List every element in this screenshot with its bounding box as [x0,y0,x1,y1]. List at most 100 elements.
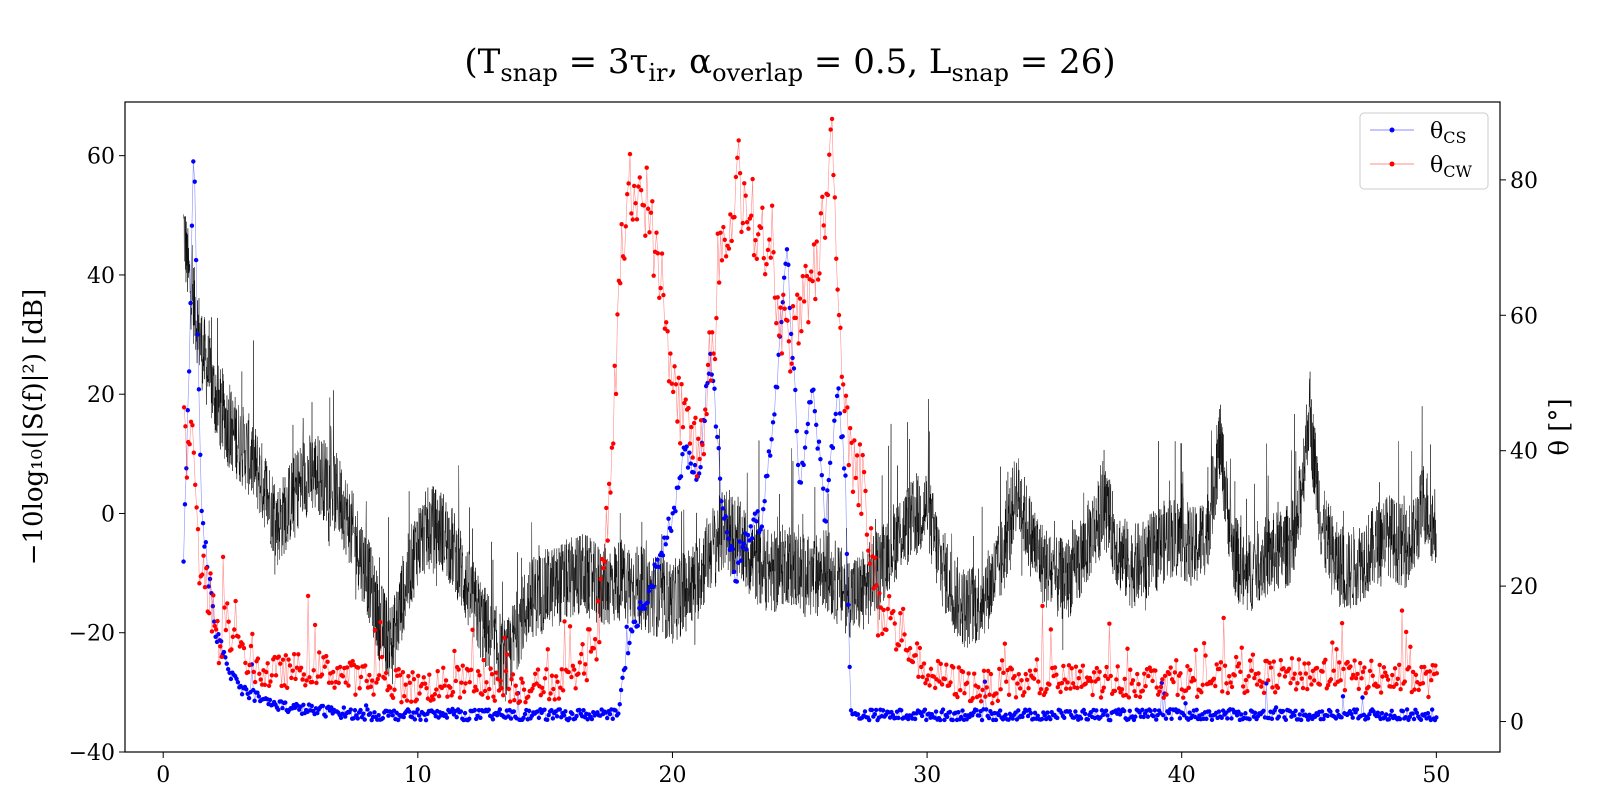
theta-cw-point [1158,684,1164,690]
theta-cw-point [1017,686,1023,691]
theta-cw-point [1273,690,1278,695]
theta-cw-point [655,251,661,256]
theta-cw-point [782,306,787,311]
theta-cs-point [996,712,1001,718]
theta-cw-point [1125,646,1130,651]
theta-cw-point [1181,695,1186,700]
theta-cs-point [687,450,692,455]
theta-cw-point [760,205,765,210]
theta-cw-point [1150,678,1155,684]
theta-cw-point [1352,658,1357,663]
theta-cw-point [1009,667,1015,672]
legend-cs-label: θCS [1430,119,1466,147]
theta-cw-point [1338,678,1343,683]
theta-cw-point [1392,666,1398,671]
theta-cs-point [348,707,353,712]
theta-cw-point [1325,682,1331,688]
theta-cw-point [1323,657,1328,663]
theta-cw-point [630,217,635,222]
theta-cs-point [1194,707,1199,713]
theta-cs-point [195,332,200,337]
theta-cs-point [1333,716,1339,721]
y2-tick-label: 0 [1510,711,1524,736]
theta-cw-point [1243,677,1249,683]
theta-cw-point [737,170,743,176]
theta-cs-point [755,509,760,514]
theta-cw-point [266,683,272,688]
theta-cw-point [1434,671,1440,676]
theta-cs-point [561,713,567,718]
theta-cs-point [467,716,472,722]
theta-cw-point [743,193,748,198]
theta-cs-point [542,707,547,712]
theta-cw-point [1275,685,1281,691]
theta-cs-point [938,717,943,723]
theta-cw-point [810,278,815,284]
theta-cs-point [776,352,781,357]
theta-cs-point [715,434,720,440]
theta-cw-point [1369,658,1374,664]
theta-cs-point [1148,708,1153,714]
theta-cw-point [460,663,465,668]
theta-cw-point [1337,660,1342,665]
theta-cw-point [977,693,982,698]
theta-cs-point [1098,715,1103,720]
theta-cs-point [1094,708,1099,713]
theta-cw-point [767,237,772,242]
theta-cw-point [1229,684,1235,690]
theta-cw-point [661,292,666,298]
theta-cw-point [776,333,782,338]
theta-cw-point [1147,665,1152,670]
theta-cw-point [519,676,524,681]
theta-cw-point [556,696,562,701]
theta-cs-point [1181,713,1187,718]
theta-cw-point [269,673,275,678]
theta-cs-point [620,675,625,680]
theta-cw-point [453,678,459,684]
theta-cw-point [1385,677,1391,682]
theta-cw-point [1252,675,1257,681]
theta-cw-point [305,593,311,599]
theta-cw-point [509,677,514,682]
theta-cs-point [630,629,635,634]
theta-cs-point [940,707,946,712]
theta-cw-point [619,222,624,227]
theta-cs-point [680,452,685,457]
theta-cw-point [920,674,925,680]
theta-cw-point [264,669,269,675]
theta-cs-point [869,707,875,713]
theta-cs-point [210,604,216,609]
theta-cw-point [459,680,464,685]
theta-cs-point [788,331,794,337]
theta-cw-point [797,296,803,301]
theta-cs-point [1035,713,1040,719]
theta-cs-point [1067,709,1073,714]
theta-cw-point [1094,665,1100,671]
theta-cw-point [885,606,890,612]
theta-cw-point [1267,660,1272,665]
theta-cs-point [511,709,517,714]
theta-cs-point [255,690,260,695]
theta-cs-point [794,429,799,434]
theta-cw-point [703,407,708,412]
theta-cw-point [1070,681,1076,686]
theta-cs-point [1321,716,1326,722]
theta-cs-point [189,223,195,228]
y2-tick-label: 80 [1510,169,1538,194]
theta-cs-point [380,715,386,721]
theta-cw-point [296,652,301,657]
theta-cw-point [626,181,631,186]
theta-cw-point [1214,662,1219,667]
theta-cs-point [896,715,901,721]
theta-cw-series [181,116,1440,706]
theta-cw-point [1232,673,1237,678]
theta-cw-point [1073,664,1079,669]
theta-cw-point [1083,681,1088,687]
theta-cw-point [293,676,298,682]
legend-cs-marker [1389,127,1395,133]
theta-cw-point [1119,687,1125,692]
theta-cw-point [935,658,941,664]
theta-cw-point [613,391,619,397]
theta-cs-point [234,676,239,681]
theta-cw-point [1403,629,1409,635]
